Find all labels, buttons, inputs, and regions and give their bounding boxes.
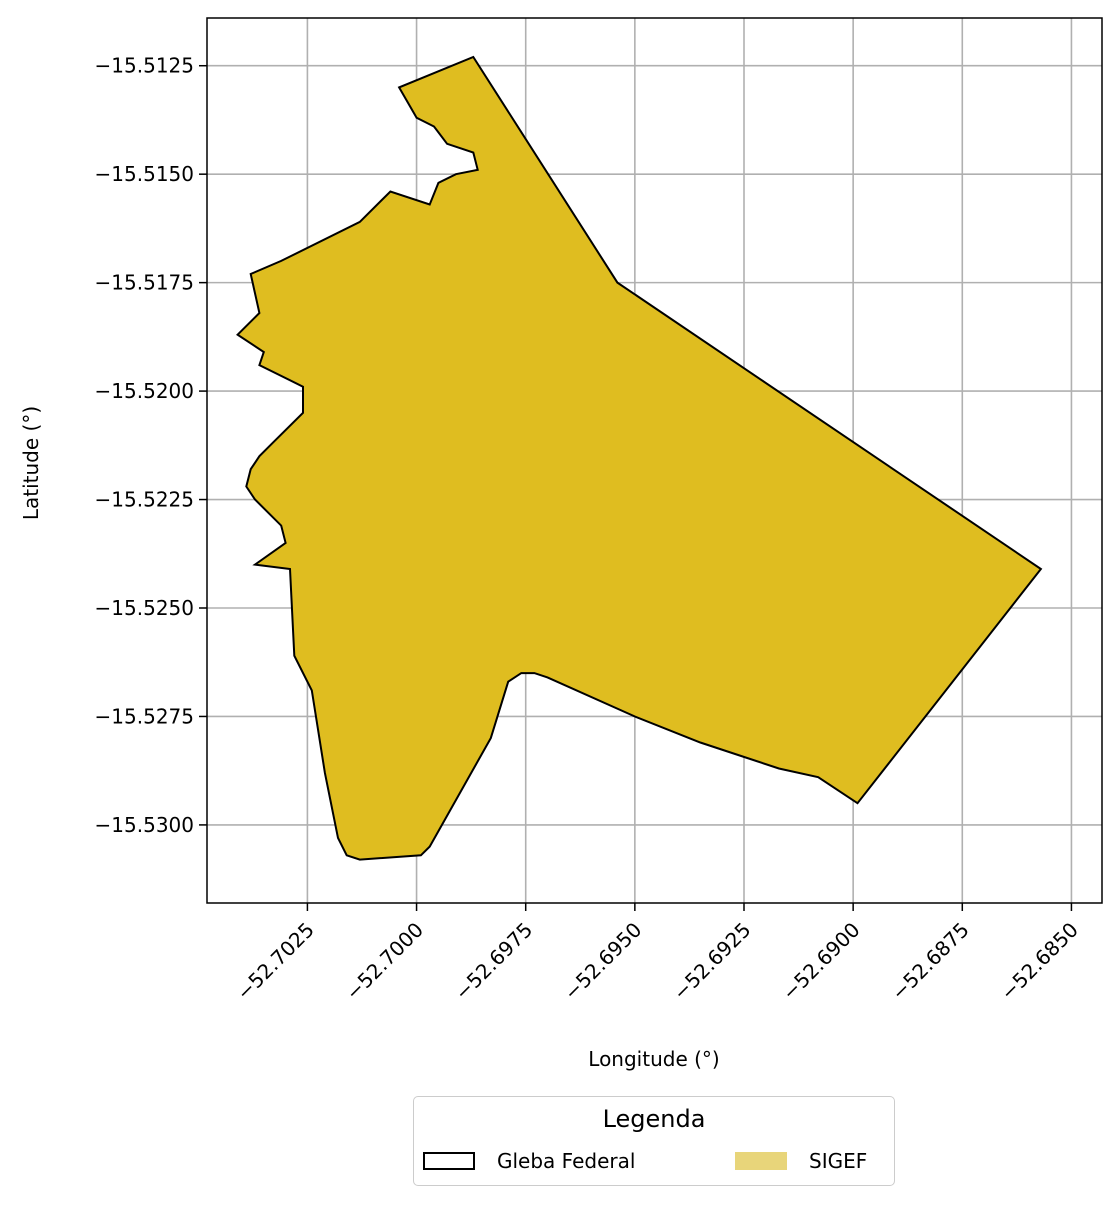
y-axis-title: Latitude (°) [19,406,43,520]
y-tick-label: −15.5225 [95,488,194,512]
x-tick-label: −52.6950 [559,918,646,1005]
y-axis-ticks: −15.5125 −15.5150 −15.5175 −15.5200 −15.5225… [95,54,207,837]
legend-outline-swatch [423,1152,475,1170]
y-tick-label: −15.5175 [95,271,194,295]
legend-item-sigef: SIGEF [735,1149,867,1173]
legend-title: Legenda [602,1105,706,1133]
y-tick-label: −15.5275 [95,704,194,728]
x-tick-label: −52.6850 [996,918,1083,1005]
y-tick-label: −15.5150 [95,162,194,186]
legend-item-gleba-federal: Gleba Federal [423,1149,635,1173]
x-tick-label: −52.7025 [232,918,319,1005]
plot-area-frame [206,17,1103,904]
x-tick-label: −52.6975 [450,918,537,1005]
x-tick-label: −52.7000 [341,918,428,1005]
y-tick-label: −15.5200 [95,379,194,403]
x-axis-title: Longitude (°) [588,1047,719,1071]
legend: Legenda Gleba Federal SIGEF [413,1096,895,1186]
y-tick-label: −15.5300 [95,813,194,837]
x-tick-label: −52.6875 [887,918,974,1005]
x-tick-label: −52.6900 [777,918,864,1005]
y-tick-label: −15.5250 [95,596,194,620]
y-tick-label: −15.5125 [95,54,194,78]
legend-label-sigef: SIGEF [809,1149,868,1173]
legend-label-gleba-federal: Gleba Federal [497,1149,636,1173]
legend-fill-swatch [735,1152,787,1170]
x-tick-label: −52.6925 [668,918,755,1005]
sigef-parcel-polygon [236,55,1043,861]
x-axis-ticks: −52.7025 −52.7000 −52.6975 −52.6950 −52.6925… [232,903,1083,1005]
